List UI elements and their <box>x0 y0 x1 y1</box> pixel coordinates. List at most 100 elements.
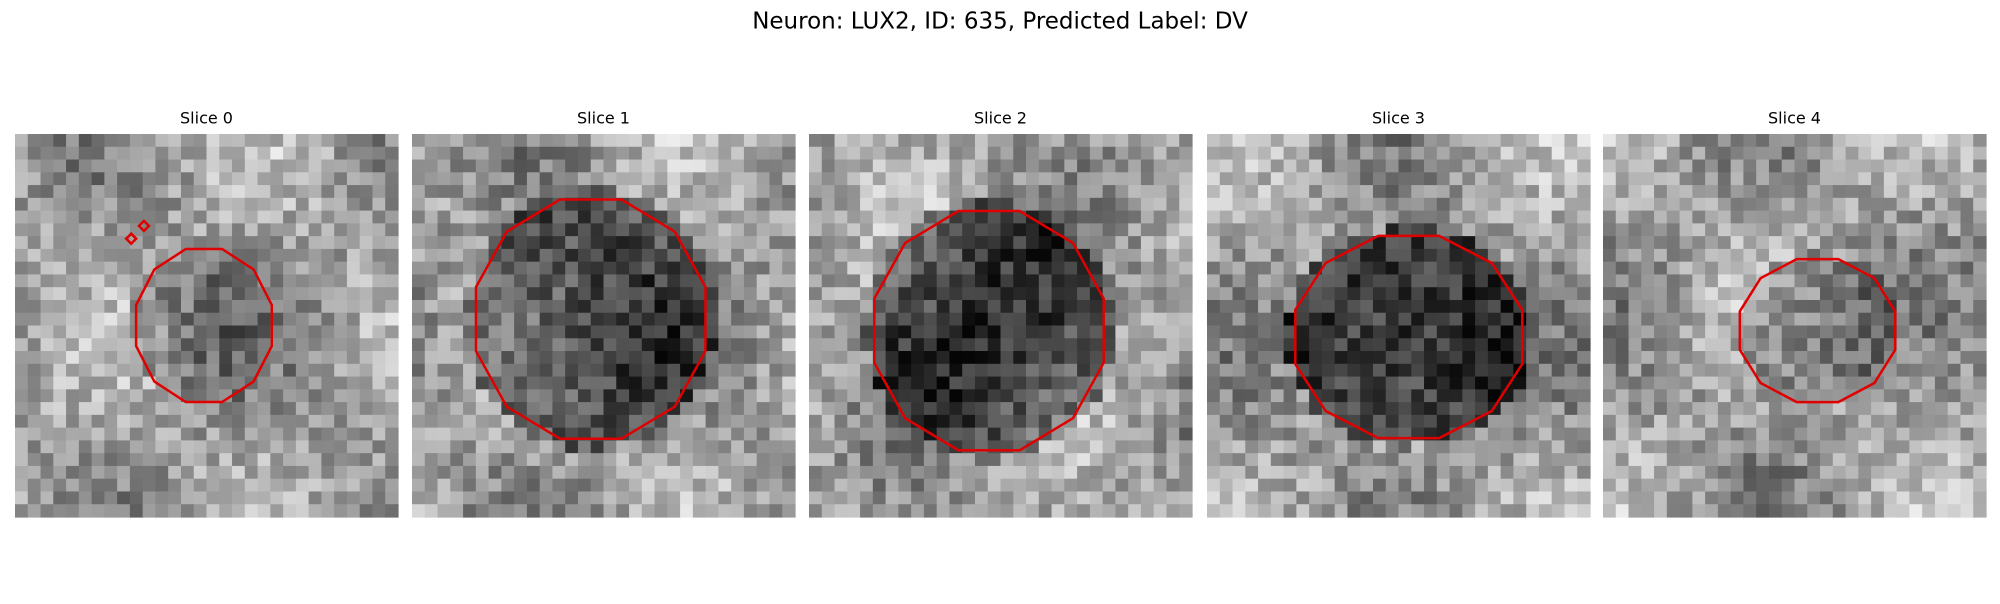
pixel <box>475 287 490 301</box>
pixel <box>641 440 656 454</box>
pixel <box>692 440 707 454</box>
pixel <box>847 402 861 416</box>
pixel <box>1089 197 1104 212</box>
pixel <box>936 478 951 493</box>
pixel <box>117 210 131 224</box>
pixel <box>1436 172 1451 186</box>
pixel <box>782 210 796 224</box>
pixel <box>1654 146 1668 161</box>
pixel <box>91 478 105 493</box>
pixel <box>1947 414 1962 429</box>
pixel <box>53 236 67 250</box>
pixel <box>860 210 874 224</box>
pixel <box>488 312 502 327</box>
pixel <box>244 172 259 186</box>
pixel <box>1973 363 1987 378</box>
pixel <box>1207 338 1221 352</box>
pixel <box>40 248 54 263</box>
pixel <box>987 287 1002 301</box>
pixel <box>692 223 707 237</box>
pixel <box>359 261 374 276</box>
pixel <box>155 172 169 186</box>
pixel <box>27 414 42 429</box>
pixel <box>1128 248 1142 263</box>
pixel <box>1781 414 1796 429</box>
pixel <box>577 210 592 224</box>
pixel <box>53 363 67 378</box>
pixel <box>1973 248 1987 263</box>
pixel <box>66 223 80 237</box>
pixel <box>450 299 464 314</box>
pixel <box>1064 299 1078 314</box>
pixel <box>359 363 374 378</box>
pixel <box>1462 172 1476 186</box>
pixel <box>834 248 848 263</box>
pixel <box>1128 465 1142 480</box>
pixel <box>821 134 836 148</box>
pixel <box>1424 491 1438 505</box>
pixel <box>1551 210 1566 224</box>
pixel <box>514 287 528 301</box>
pixel <box>385 248 399 263</box>
pixel <box>1641 440 1655 454</box>
pixel <box>1641 389 1655 403</box>
pixel <box>206 312 220 327</box>
pixel <box>168 440 182 454</box>
pixel <box>1424 159 1438 173</box>
pixel <box>1832 159 1847 173</box>
pixel <box>1934 210 1949 224</box>
pixel <box>821 210 836 224</box>
pixel <box>769 389 783 403</box>
pixel <box>1347 478 1361 493</box>
slice-image <box>809 134 1193 518</box>
pixel <box>1321 210 1336 224</box>
pixel <box>1013 465 1027 480</box>
pixel <box>756 389 771 403</box>
pixel <box>219 414 233 429</box>
pixel <box>463 299 477 314</box>
pixel <box>1166 274 1180 288</box>
pixel <box>475 414 490 429</box>
pixel <box>1858 465 1872 480</box>
pixel <box>308 299 322 314</box>
pixel <box>1487 478 1502 493</box>
pixel <box>1424 376 1438 390</box>
roi-contour <box>137 219 151 233</box>
pixel <box>1615 261 1630 276</box>
pixel <box>1654 261 1668 276</box>
pixel <box>936 261 951 276</box>
pixel <box>705 351 719 365</box>
pixel <box>334 402 348 416</box>
pixel <box>372 427 386 441</box>
pixel <box>412 146 426 161</box>
pixel <box>1179 402 1193 416</box>
pixel <box>1577 376 1591 390</box>
pixel <box>1730 376 1745 390</box>
pixel <box>577 287 592 301</box>
pixel <box>1398 325 1412 339</box>
pixel <box>1115 134 1129 148</box>
pixel <box>193 402 208 416</box>
pixel <box>180 261 195 276</box>
pixel <box>295 299 310 314</box>
pixel <box>1551 134 1566 148</box>
pixel <box>488 491 502 505</box>
pixel <box>155 440 169 454</box>
pixel <box>412 465 426 480</box>
pixel <box>1449 414 1463 429</box>
pixel <box>1487 172 1502 186</box>
pixel <box>385 491 399 505</box>
pixel <box>923 210 938 224</box>
pixel <box>501 338 515 352</box>
pixel <box>463 402 477 416</box>
pixel <box>1705 261 1719 276</box>
pixel <box>1232 299 1246 314</box>
pixel <box>244 338 259 352</box>
pixel <box>1947 274 1962 288</box>
pixel <box>782 414 796 429</box>
pixel <box>718 248 732 263</box>
pixel <box>1372 223 1387 237</box>
pixel <box>1832 363 1847 378</box>
pixel <box>424 478 439 493</box>
pixel <box>1436 325 1451 339</box>
